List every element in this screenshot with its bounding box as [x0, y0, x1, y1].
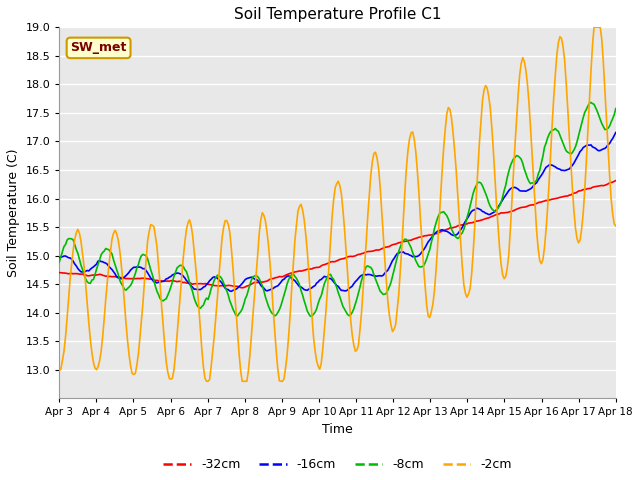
Title: Soil Temperature Profile C1: Soil Temperature Profile C1 — [234, 7, 441, 22]
Text: SW_met: SW_met — [70, 41, 127, 54]
Legend: -32cm, -16cm, -8cm, -2cm: -32cm, -16cm, -8cm, -2cm — [159, 453, 516, 476]
Y-axis label: Soil Temperature (C): Soil Temperature (C) — [7, 149, 20, 277]
X-axis label: Time: Time — [322, 423, 353, 436]
